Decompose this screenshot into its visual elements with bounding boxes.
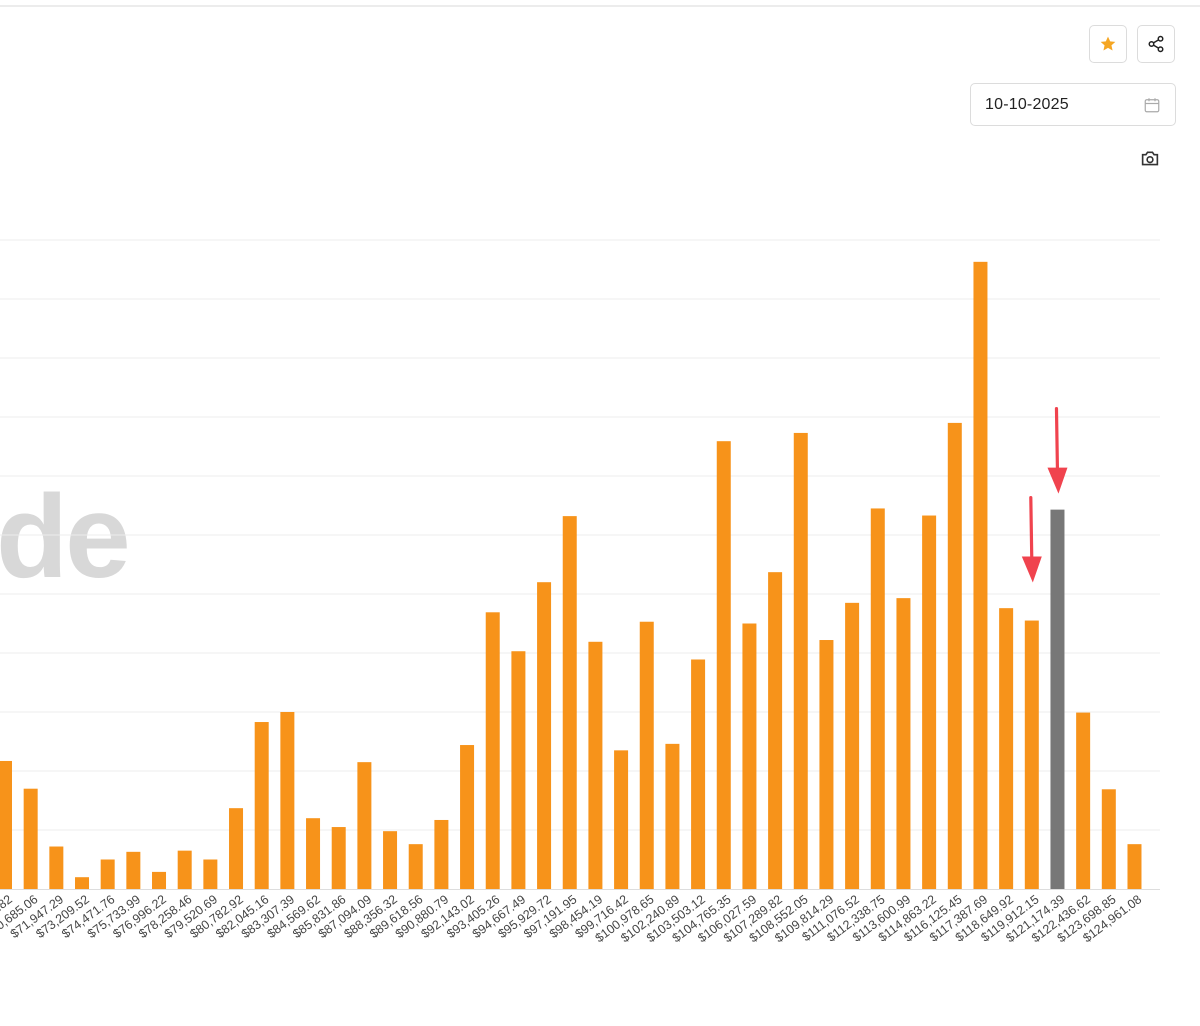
- bar[interactable]: [614, 750, 629, 889]
- bar[interactable]: [0, 760, 12, 889]
- bar[interactable]: [870, 508, 885, 889]
- bar[interactable]: [947, 422, 962, 889]
- bar[interactable]: [793, 432, 808, 889]
- bar[interactable]: [922, 515, 937, 889]
- arrow-head: [1047, 467, 1068, 494]
- bar[interactable]: [434, 819, 449, 889]
- bar[interactable]: [331, 827, 346, 889]
- bar[interactable]: [562, 516, 577, 889]
- bar[interactable]: [100, 859, 115, 890]
- bar[interactable]: [691, 659, 706, 889]
- bar[interactable]: [177, 850, 192, 889]
- bar[interactable]: [1076, 712, 1091, 889]
- bar[interactable]: [537, 582, 552, 889]
- bar[interactable]: [845, 602, 860, 889]
- bar[interactable]: [229, 808, 244, 889]
- bar[interactable]: [588, 641, 603, 889]
- bar[interactable]: [999, 608, 1014, 889]
- bar[interactable]: [665, 743, 680, 889]
- favorite-button[interactable]: [1089, 25, 1127, 63]
- bar[interactable]: [306, 818, 321, 889]
- bar[interactable]: [485, 612, 500, 889]
- bar[interactable]: [1127, 844, 1142, 889]
- arrow-shaft: [1054, 407, 1060, 474]
- bar[interactable]: [280, 712, 295, 889]
- bar[interactable]: [23, 788, 38, 889]
- bar[interactable]: [1101, 789, 1116, 889]
- bar[interactable]: [49, 846, 64, 889]
- bar[interactable]: [973, 261, 988, 890]
- bar[interactable]: [460, 745, 475, 889]
- bar[interactable]: [75, 877, 90, 889]
- date-value: 10-10-2025: [985, 96, 1069, 113]
- bar[interactable]: [254, 722, 269, 889]
- star-icon: [1100, 36, 1116, 51]
- bar[interactable]: [408, 844, 423, 889]
- arrow-annotation: [1021, 495, 1042, 583]
- bar[interactable]: [742, 623, 757, 890]
- share-button[interactable]: [1137, 25, 1175, 63]
- bar[interactable]: [639, 621, 654, 889]
- bar[interactable]: [152, 871, 167, 889]
- arrow-head: [1021, 556, 1042, 583]
- arrow-annotation: [1047, 407, 1068, 494]
- highlight-bar[interactable]: [1050, 509, 1065, 889]
- bar[interactable]: [819, 640, 834, 889]
- bar[interactable]: [511, 651, 526, 889]
- date-picker-input[interactable]: 10-10-2025: [970, 83, 1176, 126]
- bar[interactable]: [203, 859, 218, 890]
- bar[interactable]: [383, 831, 398, 889]
- bar[interactable]: [768, 572, 783, 889]
- bar[interactable]: [126, 851, 141, 889]
- watermark-logo: de: [0, 471, 131, 603]
- bar[interactable]: [896, 598, 911, 889]
- arrow-shaft: [1029, 495, 1034, 563]
- bar[interactable]: [716, 441, 731, 889]
- share-icon: [1148, 35, 1164, 53]
- bar[interactable]: [357, 762, 372, 889]
- camera-icon[interactable]: [1140, 149, 1160, 167]
- bar[interactable]: [1024, 620, 1039, 889]
- top-divider: [0, 5, 1200, 7]
- calendar-icon[interactable]: [1143, 96, 1161, 114]
